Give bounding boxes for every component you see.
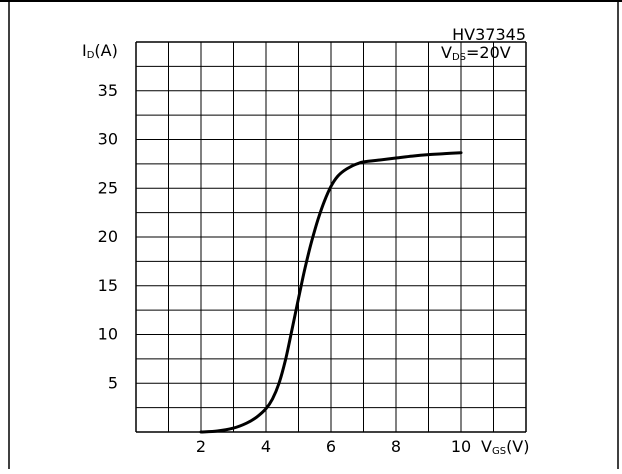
series-line — [199, 151, 463, 434]
x-tick-label: 8 — [391, 437, 401, 456]
y-tick-label: 25 — [98, 178, 118, 197]
y-axis-label-symbol: I — [82, 41, 87, 60]
y-tick-label: 20 — [98, 227, 118, 246]
series-layer — [199, 151, 463, 434]
x-tick-label: 6 — [326, 437, 336, 456]
condition-value: =20V — [466, 43, 511, 62]
grid — [135, 41, 527, 433]
y-tick-label: 10 — [98, 325, 118, 344]
part-number-label: HV37345 — [452, 25, 526, 44]
y-tick-label: 15 — [98, 276, 118, 295]
condition-label: VDS=20V — [441, 43, 511, 63]
x-tick-label: 10 — [451, 437, 471, 456]
x-axis-label-unit: (V) — [506, 437, 529, 456]
y-axis-label-unit: (A) — [94, 41, 117, 60]
y-tick-label: 30 — [98, 130, 118, 149]
y-axis-label: ID(A) — [82, 41, 118, 61]
y-tick-label: 35 — [98, 81, 118, 100]
x-axis-label-subscript: GS — [492, 446, 506, 457]
y-axis-label-subscript: D — [87, 50, 95, 61]
x-axis-label: VGS(V) — [481, 437, 530, 457]
x-tick-label: 4 — [261, 437, 271, 456]
condition-symbol: V — [441, 43, 452, 62]
condition-subscript: DS — [452, 52, 466, 63]
y-tick-label: 5 — [108, 373, 118, 392]
x-tick-label: 2 — [196, 437, 206, 456]
x-axis-label-symbol: V — [481, 437, 492, 456]
tick-labels: 5 10 15 20 25 30 35 2 4 6 8 10 — [98, 81, 472, 456]
